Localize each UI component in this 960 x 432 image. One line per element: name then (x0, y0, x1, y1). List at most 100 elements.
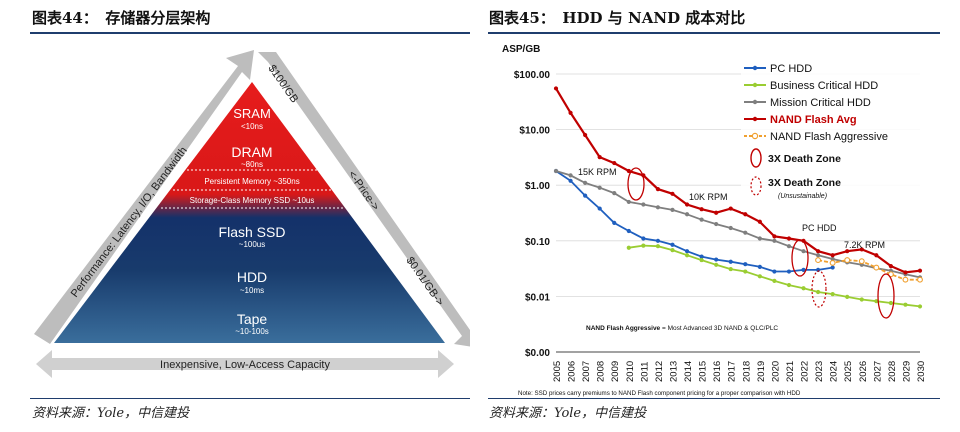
data-point-mission-critical-hdd (612, 191, 617, 196)
x-tick-label: 2006 (567, 361, 578, 382)
data-point-nand-flash-avg (903, 270, 908, 275)
annotation-10k-rpm: 10K RPM (689, 192, 728, 202)
data-point-mission-critical-hdd (655, 205, 661, 210)
x-tick-label: 2011 (639, 362, 650, 382)
series-line-nand-flash-avg (555, 87, 921, 274)
tier-flash-name: Flash SSD (219, 224, 286, 240)
data-point-business-critical-hdd (888, 300, 893, 306)
data-point-nand-flash-avg (670, 191, 675, 196)
data-point-business-critical-hdd (743, 269, 748, 274)
x-tick-label: 2029 (901, 361, 912, 382)
data-point-nand-flash-avg (583, 132, 588, 138)
legend-box (741, 60, 939, 212)
x-tick-label: 2010 (625, 361, 636, 382)
data-point-business-critical-hdd (699, 257, 704, 263)
x-tick-label: 2018 (741, 361, 752, 382)
data-point-business-critical-hdd (728, 266, 733, 272)
data-point-mission-critical-hdd (786, 244, 792, 249)
data-point-nand-flash-avg (699, 207, 704, 212)
data-point-mission-critical-hdd (597, 185, 602, 190)
data-point-pc-hdd (714, 257, 719, 262)
data-point-business-critical-hdd (830, 291, 835, 297)
x-tick-label: 2022 (800, 361, 811, 382)
x-tick-label: 2013 (668, 361, 679, 382)
y-tick-label: $0.00 (525, 348, 550, 359)
data-point-mission-critical-hdd (757, 236, 762, 241)
data-point-nand-flash-aggressive (829, 259, 836, 266)
data-point-mission-critical-hdd (714, 221, 719, 227)
data-point-mission-critical-hdd (728, 225, 733, 231)
data-point-mission-critical-hdd (641, 202, 646, 207)
x-tick-label: 2024 (829, 361, 840, 382)
legend-death-zone-sub: (Unsustainable) (778, 193, 827, 200)
legend-death-zone-unsustainable-icon (750, 176, 762, 196)
data-point-nand-flash-aggressive (873, 264, 880, 271)
footer-rule-right (488, 398, 940, 399)
data-point-nand-flash-avg (728, 206, 733, 211)
data-point-mission-critical-hdd (699, 217, 704, 222)
data-point-pc-hdd (684, 249, 690, 254)
data-point-pc-hdd (786, 269, 792, 274)
tier-sram-latency: <10ns (241, 122, 263, 131)
data-point-nand-flash-avg (714, 210, 719, 215)
data-point-nand-flash-avg (888, 264, 893, 269)
data-point-nand-flash-avg (626, 168, 631, 174)
data-point-business-critical-hdd (801, 286, 806, 291)
data-point-business-critical-hdd (684, 253, 690, 258)
data-point-nand-flash-aggressive (902, 276, 909, 283)
y-tick-label: $100.00 (514, 70, 551, 81)
data-point-pc-hdd (597, 206, 602, 211)
death-zone-ring-2010 (627, 167, 645, 201)
tier-dram-name: DRAM (231, 144, 272, 160)
capacity-label: Inexpensive, Low-Access Capacity (160, 359, 330, 371)
legend-death-zone-label: 3X Death Zone (768, 153, 841, 165)
y-tick-label: $10.00 (519, 126, 550, 137)
legend-marker-nand-aggressive (751, 132, 759, 140)
data-point-mission-critical-hdd (815, 253, 821, 258)
price-label: <-Price-> (346, 169, 382, 213)
data-point-nand-flash-avg (801, 238, 806, 243)
data-point-nand-flash-avg (612, 160, 617, 166)
data-point-nand-flash-avg (786, 236, 792, 241)
annotation-7-2k-rpm: 7.2K RPM (844, 240, 885, 250)
data-point-pc-hdd (641, 236, 646, 241)
data-point-business-critical-hdd (859, 297, 864, 302)
data-point-business-critical-hdd (845, 294, 850, 299)
x-tick-label: 2005 (552, 361, 563, 382)
legend-label-business-hdd: Business Critical HDD (770, 80, 878, 92)
data-point-mission-critical-hdd (830, 256, 835, 262)
legend-label-nand-aggressive: NAND Flash Aggressive (770, 131, 888, 143)
tier-sram-name: SRAM (233, 106, 271, 121)
data-point-nand-flash-avg (597, 155, 602, 160)
data-point-nand-flash-aggressive (917, 276, 923, 283)
data-point-pc-hdd (655, 238, 661, 243)
header-rule-left (30, 32, 470, 34)
data-point-business-critical-hdd (626, 245, 631, 250)
data-point-business-critical-hdd (903, 302, 908, 307)
data-point-business-critical-hdd (786, 282, 792, 288)
data-point-pc-hdd (583, 193, 588, 198)
data-point-mission-critical-hdd (626, 199, 631, 205)
data-point-nand-flash-avg (655, 187, 661, 192)
x-tick-label: 2007 (581, 361, 592, 382)
data-point-nand-flash-avg (743, 212, 748, 217)
legend-marker-pc-hdd (752, 65, 758, 71)
data-point-pc-hdd (728, 259, 733, 264)
legend-label-pc-hdd: PC HDD (770, 63, 812, 75)
data-point-nand-flash-aggressive (815, 257, 822, 264)
source-left: 资料来源：Yole，中信建投 (32, 406, 190, 421)
data-point-nand-flash-avg (874, 253, 879, 258)
x-tick-label: 2028 (887, 361, 898, 382)
data-point-business-critical-hdd (815, 289, 821, 295)
x-tick-label: 2026 (858, 361, 869, 382)
data-point-business-critical-hdd (670, 248, 675, 253)
data-point-pc-hdd (670, 242, 675, 247)
data-point-mission-critical-hdd (743, 230, 748, 235)
legend-label-nand-avg: NAND Flash Avg (770, 114, 857, 126)
footnote-aggressive: NAND Flash Aggressive = Most Advanced 3D… (586, 325, 778, 332)
data-point-mission-critical-hdd (583, 180, 588, 185)
data-point-business-critical-hdd (772, 278, 777, 284)
y-tick-label: $0.01 (525, 292, 550, 303)
tier-tape-name: Tape (237, 311, 268, 327)
chart-note: Note: SSD prices carry premiums to NAND … (518, 390, 801, 397)
